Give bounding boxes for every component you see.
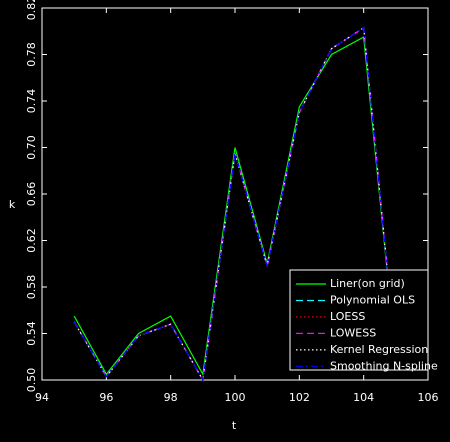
legend-label: Kernel Regression: [330, 343, 428, 356]
y-tick-label: 0.78: [25, 42, 38, 67]
y-tick-label: 0.70: [25, 135, 38, 160]
legend-label: Liner(on grid): [330, 277, 405, 290]
x-tick-label: 102: [289, 391, 310, 404]
x-tick-label: 104: [353, 391, 374, 404]
y-tick-label: 0.74: [25, 89, 38, 114]
y-tick-label: 0.66: [25, 182, 38, 207]
series-line: [73, 26, 397, 382]
legend-label: Polynomial OLS: [330, 293, 415, 306]
legend-label: LOESS: [330, 310, 365, 323]
x-tick-label: 106: [418, 391, 439, 404]
x-tick-label: 98: [164, 391, 178, 404]
series-line: [73, 36, 397, 377]
x-axis-label: t: [232, 419, 237, 432]
x-tick-label: 96: [99, 391, 113, 404]
series-line: [73, 26, 397, 382]
legend: Liner(on grid) Polynomial OLS LOESS LOWESS K…: [289, 269, 438, 372]
legend-label: Smoothing N-spline: [330, 359, 438, 372]
legend-box: [289, 269, 429, 371]
legend-label: LOWESS: [330, 326, 376, 339]
y-tick-label: 0.62: [25, 228, 38, 253]
y-axis-label: k: [9, 198, 16, 211]
y-tick-label: 0.50: [25, 368, 38, 393]
y-tick-label: 0.54: [25, 321, 38, 346]
y-tick-label: 0.58: [25, 275, 38, 300]
x-tick-label: 100: [225, 391, 246, 404]
y-tick-label: 0.82: [25, 0, 38, 20]
x-tick-label: 94: [35, 391, 49, 404]
